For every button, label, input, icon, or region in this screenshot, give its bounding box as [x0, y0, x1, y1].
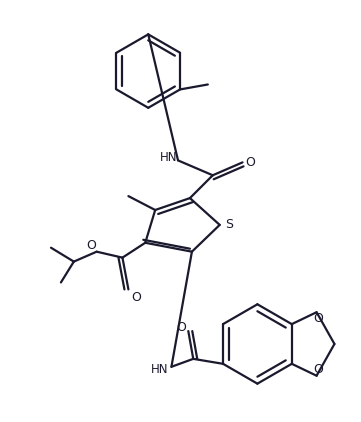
- Text: HN: HN: [151, 363, 168, 376]
- Text: HN: HN: [160, 151, 178, 164]
- Text: O: O: [314, 312, 323, 325]
- Text: O: O: [314, 363, 323, 376]
- Text: O: O: [245, 156, 255, 169]
- Text: O: O: [131, 291, 141, 304]
- Text: O: O: [86, 239, 96, 252]
- Text: O: O: [177, 321, 186, 334]
- Text: S: S: [226, 219, 234, 231]
